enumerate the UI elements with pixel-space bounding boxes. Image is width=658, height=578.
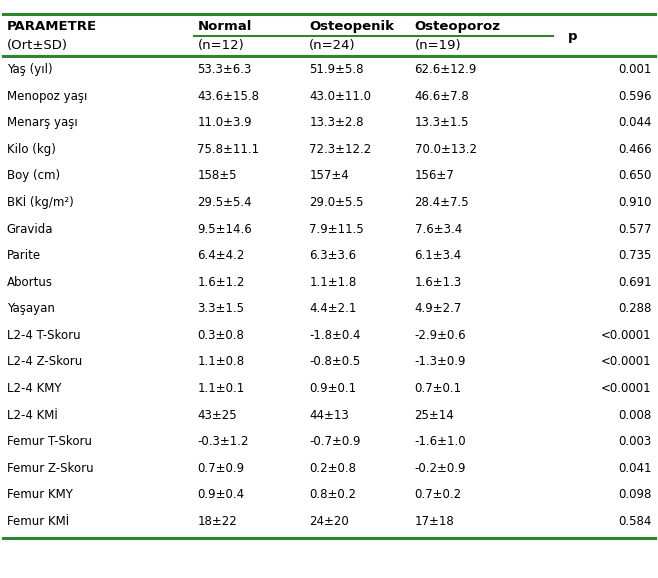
- Text: 6.4±4.2: 6.4±4.2: [197, 249, 245, 262]
- Text: 0.9±0.4: 0.9±0.4: [197, 488, 245, 501]
- Text: 13.3±2.8: 13.3±2.8: [309, 116, 364, 129]
- Text: 1.6±1.2: 1.6±1.2: [197, 276, 245, 288]
- Text: Kilo (kg): Kilo (kg): [7, 143, 55, 155]
- Text: 13.3±1.5: 13.3±1.5: [415, 116, 469, 129]
- Text: PARAMETRE: PARAMETRE: [7, 20, 97, 33]
- Text: 17±18: 17±18: [415, 515, 454, 528]
- Text: 6.3±3.6: 6.3±3.6: [309, 249, 357, 262]
- Text: 0.7±0.2: 0.7±0.2: [415, 488, 462, 501]
- Text: p: p: [568, 29, 577, 43]
- Text: 0.650: 0.650: [618, 169, 651, 182]
- Text: Femur KMY: Femur KMY: [7, 488, 72, 501]
- Text: 1.1±1.8: 1.1±1.8: [309, 276, 357, 288]
- Text: 28.4±7.5: 28.4±7.5: [415, 196, 469, 209]
- Text: 156±7: 156±7: [415, 169, 454, 182]
- Text: 62.6±12.9: 62.6±12.9: [415, 63, 477, 76]
- Text: 158±5: 158±5: [197, 169, 237, 182]
- Text: 53.3±6.3: 53.3±6.3: [197, 63, 252, 76]
- Text: 1.1±0.1: 1.1±0.1: [197, 382, 245, 395]
- Text: 4.9±2.7: 4.9±2.7: [415, 302, 462, 315]
- Text: 4.4±2.1: 4.4±2.1: [309, 302, 357, 315]
- Text: <0.0001: <0.0001: [601, 329, 651, 342]
- Text: 0.577: 0.577: [618, 223, 651, 235]
- Text: 0.8±0.2: 0.8±0.2: [309, 488, 356, 501]
- Text: 0.9±0.1: 0.9±0.1: [309, 382, 357, 395]
- Text: 51.9±5.8: 51.9±5.8: [309, 63, 364, 76]
- Text: Normal: Normal: [197, 20, 252, 33]
- Text: 0.044: 0.044: [618, 116, 651, 129]
- Text: L2-4 KMİ: L2-4 KMİ: [7, 409, 57, 421]
- Text: L2-4 T-Skoru: L2-4 T-Skoru: [7, 329, 80, 342]
- Text: 0.003: 0.003: [618, 435, 651, 448]
- Text: 1.6±1.3: 1.6±1.3: [415, 276, 462, 288]
- Text: Menarş yaşı: Menarş yaşı: [7, 116, 78, 129]
- Text: 24±20: 24±20: [309, 515, 349, 528]
- Text: 29.0±5.5: 29.0±5.5: [309, 196, 364, 209]
- Text: 157±4: 157±4: [309, 169, 349, 182]
- Text: <0.0001: <0.0001: [601, 382, 651, 395]
- Text: 0.041: 0.041: [618, 462, 651, 475]
- Text: 43.0±11.0: 43.0±11.0: [309, 90, 371, 102]
- Text: Gravida: Gravida: [7, 223, 53, 235]
- Text: BKİ (kg/m²): BKİ (kg/m²): [7, 195, 73, 209]
- Text: Parite: Parite: [7, 249, 41, 262]
- Text: Yaş (yıl): Yaş (yıl): [7, 63, 52, 76]
- Text: Femur Z-Skoru: Femur Z-Skoru: [7, 462, 93, 475]
- Text: 0.008: 0.008: [618, 409, 651, 421]
- Text: 70.0±13.2: 70.0±13.2: [415, 143, 476, 155]
- Text: 46.6±7.8: 46.6±7.8: [415, 90, 469, 102]
- Text: 0.2±0.8: 0.2±0.8: [309, 462, 356, 475]
- Text: 43±25: 43±25: [197, 409, 237, 421]
- Text: L2-4 KMY: L2-4 KMY: [7, 382, 61, 395]
- Text: -2.9±0.6: -2.9±0.6: [415, 329, 466, 342]
- Text: 44±13: 44±13: [309, 409, 349, 421]
- Text: 9.5±14.6: 9.5±14.6: [197, 223, 252, 235]
- Text: (n=24): (n=24): [309, 39, 356, 53]
- Text: 0.098: 0.098: [618, 488, 651, 501]
- Text: Abortus: Abortus: [7, 276, 53, 288]
- Text: L2-4 Z-Skoru: L2-4 Z-Skoru: [7, 355, 82, 368]
- Text: 75.8±11.1: 75.8±11.1: [197, 143, 259, 155]
- Text: -0.7±0.9: -0.7±0.9: [309, 435, 361, 448]
- Text: -1.3±0.9: -1.3±0.9: [415, 355, 466, 368]
- Text: 0.596: 0.596: [618, 90, 651, 102]
- Text: Boy (cm): Boy (cm): [7, 169, 60, 182]
- Text: 0.691: 0.691: [618, 276, 651, 288]
- Text: 0.7±0.1: 0.7±0.1: [415, 382, 462, 395]
- Text: Femur T-Skoru: Femur T-Skoru: [7, 435, 91, 448]
- Text: (n=12): (n=12): [197, 39, 244, 53]
- Text: 0.466: 0.466: [618, 143, 651, 155]
- Text: 0.584: 0.584: [618, 515, 651, 528]
- Text: -0.3±1.2: -0.3±1.2: [197, 435, 249, 448]
- Text: 6.1±3.4: 6.1±3.4: [415, 249, 462, 262]
- Text: 0.910: 0.910: [618, 196, 651, 209]
- Text: Menopoz yaşı: Menopoz yaşı: [7, 90, 87, 102]
- Text: 0.288: 0.288: [618, 302, 651, 315]
- Text: <0.0001: <0.0001: [601, 355, 651, 368]
- Text: 7.9±11.5: 7.9±11.5: [309, 223, 364, 235]
- Text: 0.7±0.9: 0.7±0.9: [197, 462, 245, 475]
- Text: 0.3±0.8: 0.3±0.8: [197, 329, 244, 342]
- Text: Femur KMİ: Femur KMİ: [7, 515, 68, 528]
- Text: -1.8±0.4: -1.8±0.4: [309, 329, 361, 342]
- Text: (n=19): (n=19): [415, 39, 461, 53]
- Text: 0.735: 0.735: [618, 249, 651, 262]
- Text: 25±14: 25±14: [415, 409, 454, 421]
- Text: 43.6±15.8: 43.6±15.8: [197, 90, 259, 102]
- Text: 0.001: 0.001: [618, 63, 651, 76]
- Text: 1.1±0.8: 1.1±0.8: [197, 355, 245, 368]
- Text: 18±22: 18±22: [197, 515, 237, 528]
- Text: 72.3±12.2: 72.3±12.2: [309, 143, 372, 155]
- Text: Osteopenik: Osteopenik: [309, 20, 394, 33]
- Text: 7.6±3.4: 7.6±3.4: [415, 223, 462, 235]
- Text: -0.8±0.5: -0.8±0.5: [309, 355, 361, 368]
- Text: -1.6±1.0: -1.6±1.0: [415, 435, 466, 448]
- Text: -0.2±0.9: -0.2±0.9: [415, 462, 466, 475]
- Text: Osteoporoz: Osteoporoz: [415, 20, 501, 33]
- Text: (Ort±SD): (Ort±SD): [7, 39, 68, 53]
- Text: Yaşayan: Yaşayan: [7, 302, 55, 315]
- Text: 3.3±1.5: 3.3±1.5: [197, 302, 244, 315]
- Text: 11.0±3.9: 11.0±3.9: [197, 116, 252, 129]
- Text: 29.5±5.4: 29.5±5.4: [197, 196, 252, 209]
